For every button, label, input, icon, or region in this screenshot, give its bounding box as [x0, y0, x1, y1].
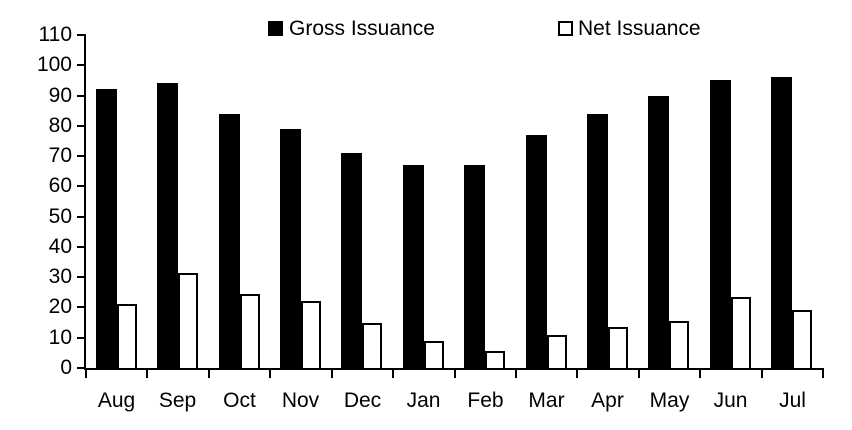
bar-gross-jun [710, 80, 731, 368]
y-tick-10 [77, 337, 86, 339]
legend-label-gross: Gross Issuance [289, 17, 435, 40]
x-tick-5 [392, 368, 394, 378]
y-axis-label-110: 110 [38, 23, 72, 46]
bar-net-may [669, 321, 689, 368]
bar-gross-jan [403, 165, 424, 368]
y-tick-30 [77, 276, 86, 278]
y-axis-label-20: 20 [48, 295, 72, 318]
bar-net-feb [485, 351, 505, 368]
bar-gross-may [648, 96, 669, 368]
y-axis-label-60: 60 [48, 174, 72, 197]
x-axis-label-oct: Oct [223, 389, 256, 412]
bar-net-dec [362, 323, 382, 368]
x-tick-10 [699, 368, 701, 378]
y-tick-90 [77, 95, 86, 97]
x-tick-6 [454, 368, 456, 378]
x-axis-label-may: May [649, 389, 690, 412]
x-tick-4 [331, 368, 333, 378]
y-axis-label-30: 30 [48, 265, 72, 288]
y-axis-label-10: 10 [48, 326, 72, 349]
x-tick-11 [761, 368, 763, 378]
x-axis-label-sep: Sep [158, 389, 197, 412]
x-tick-9 [638, 368, 640, 378]
y-tick-0 [77, 367, 86, 369]
bar-net-aug [117, 304, 137, 368]
bar-gross-jul [771, 77, 792, 368]
bar-gross-aug [96, 89, 117, 368]
bar-gross-nov [280, 129, 301, 368]
x-axis-label-apr: Apr [591, 389, 624, 412]
y-axis-line [84, 35, 86, 370]
y-tick-100 [77, 64, 86, 66]
x-tick-3 [269, 368, 271, 378]
bar-net-jan [424, 341, 444, 368]
bar-net-mar [547, 335, 567, 368]
y-axis-label-90: 90 [48, 84, 72, 107]
x-tick-0 [85, 368, 87, 378]
bar-gross-feb [464, 165, 485, 368]
x-axis-label-nov: Nov [281, 389, 320, 412]
y-tick-20 [77, 306, 86, 308]
x-axis-label-jan: Jan [406, 389, 441, 412]
y-axis-label-50: 50 [48, 205, 72, 228]
y-tick-50 [77, 216, 86, 218]
x-axis-label-jun: Jun [713, 389, 748, 412]
y-tick-110 [77, 34, 86, 36]
legend-swatch-gross-icon [268, 21, 283, 36]
bar-gross-sep [157, 83, 178, 368]
x-axis-label-jul: Jul [779, 389, 806, 412]
bar-net-jun [731, 297, 751, 368]
legend-swatch-net-icon [558, 21, 573, 36]
bar-net-jul [792, 310, 812, 368]
y-tick-40 [77, 246, 86, 248]
bar-gross-mar [526, 135, 547, 368]
bar-gross-apr [587, 114, 608, 368]
y-axis-label-80: 80 [48, 114, 72, 137]
bar-net-nov [301, 301, 321, 368]
x-tick-8 [576, 368, 578, 378]
y-axis-label-0: 0 [60, 356, 72, 379]
x-tick-1 [146, 368, 148, 378]
y-tick-60 [77, 185, 86, 187]
y-axis-label-40: 40 [48, 235, 72, 258]
bar-net-apr [608, 327, 628, 368]
y-tick-70 [77, 155, 86, 157]
bar-gross-oct [219, 114, 240, 368]
bar-net-oct [240, 294, 260, 368]
bar-net-sep [178, 273, 198, 368]
x-axis-label-mar: Mar [528, 389, 565, 412]
x-tick-2 [208, 368, 210, 378]
legend-label-net: Net Issuance [578, 17, 701, 40]
y-axis-label-70: 70 [48, 144, 72, 167]
x-tick-12 [822, 368, 824, 378]
x-axis-label-dec: Dec [343, 389, 382, 412]
x-axis-label-feb: Feb [467, 389, 504, 412]
y-axis-label-100: 100 [36, 53, 72, 76]
x-axis-label-aug: Aug [97, 389, 136, 412]
bar-gross-dec [341, 153, 362, 368]
y-tick-80 [77, 125, 86, 127]
x-tick-7 [515, 368, 517, 378]
